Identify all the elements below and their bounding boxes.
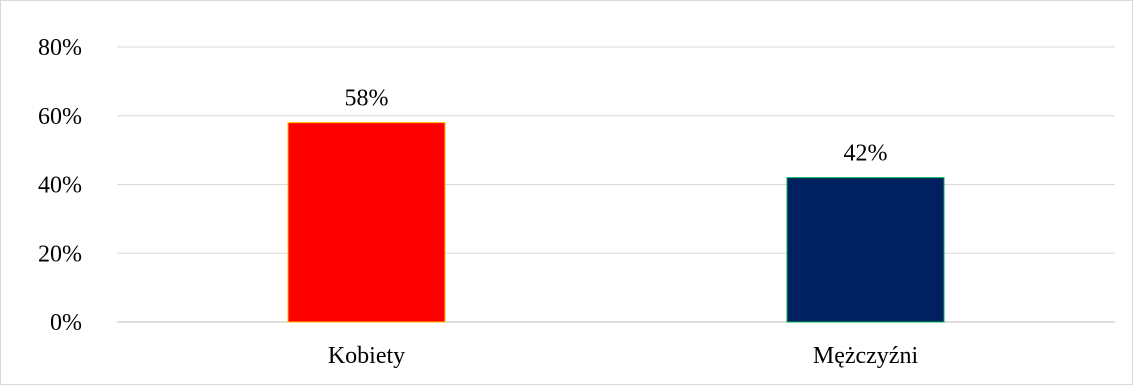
category-label-mężczyźni: Mężczyźni bbox=[813, 343, 919, 369]
category-label-kobiety: Kobiety bbox=[328, 343, 405, 369]
data-label-mężczyźni: 42% bbox=[844, 141, 888, 167]
data-labels: 58% 42% bbox=[345, 86, 888, 167]
y-axis-tick-labels: 0% 20% 40% 60% 80% bbox=[38, 35, 82, 336]
bar-mężczyźni bbox=[786, 177, 945, 323]
bars bbox=[287, 122, 945, 323]
data-label-kobiety: 58% bbox=[345, 86, 389, 112]
gridlines bbox=[117, 46, 1115, 323]
y-tick-label-0: 0% bbox=[50, 310, 82, 336]
bar-kobiety bbox=[287, 122, 446, 323]
y-tick-label-20: 20% bbox=[38, 241, 82, 267]
y-tick-label-40: 40% bbox=[38, 173, 82, 199]
x-axis-category-labels: Kobiety Mężczyźni bbox=[328, 343, 919, 369]
y-tick-label-80: 80% bbox=[38, 35, 82, 61]
y-tick-label-60: 60% bbox=[38, 104, 82, 130]
